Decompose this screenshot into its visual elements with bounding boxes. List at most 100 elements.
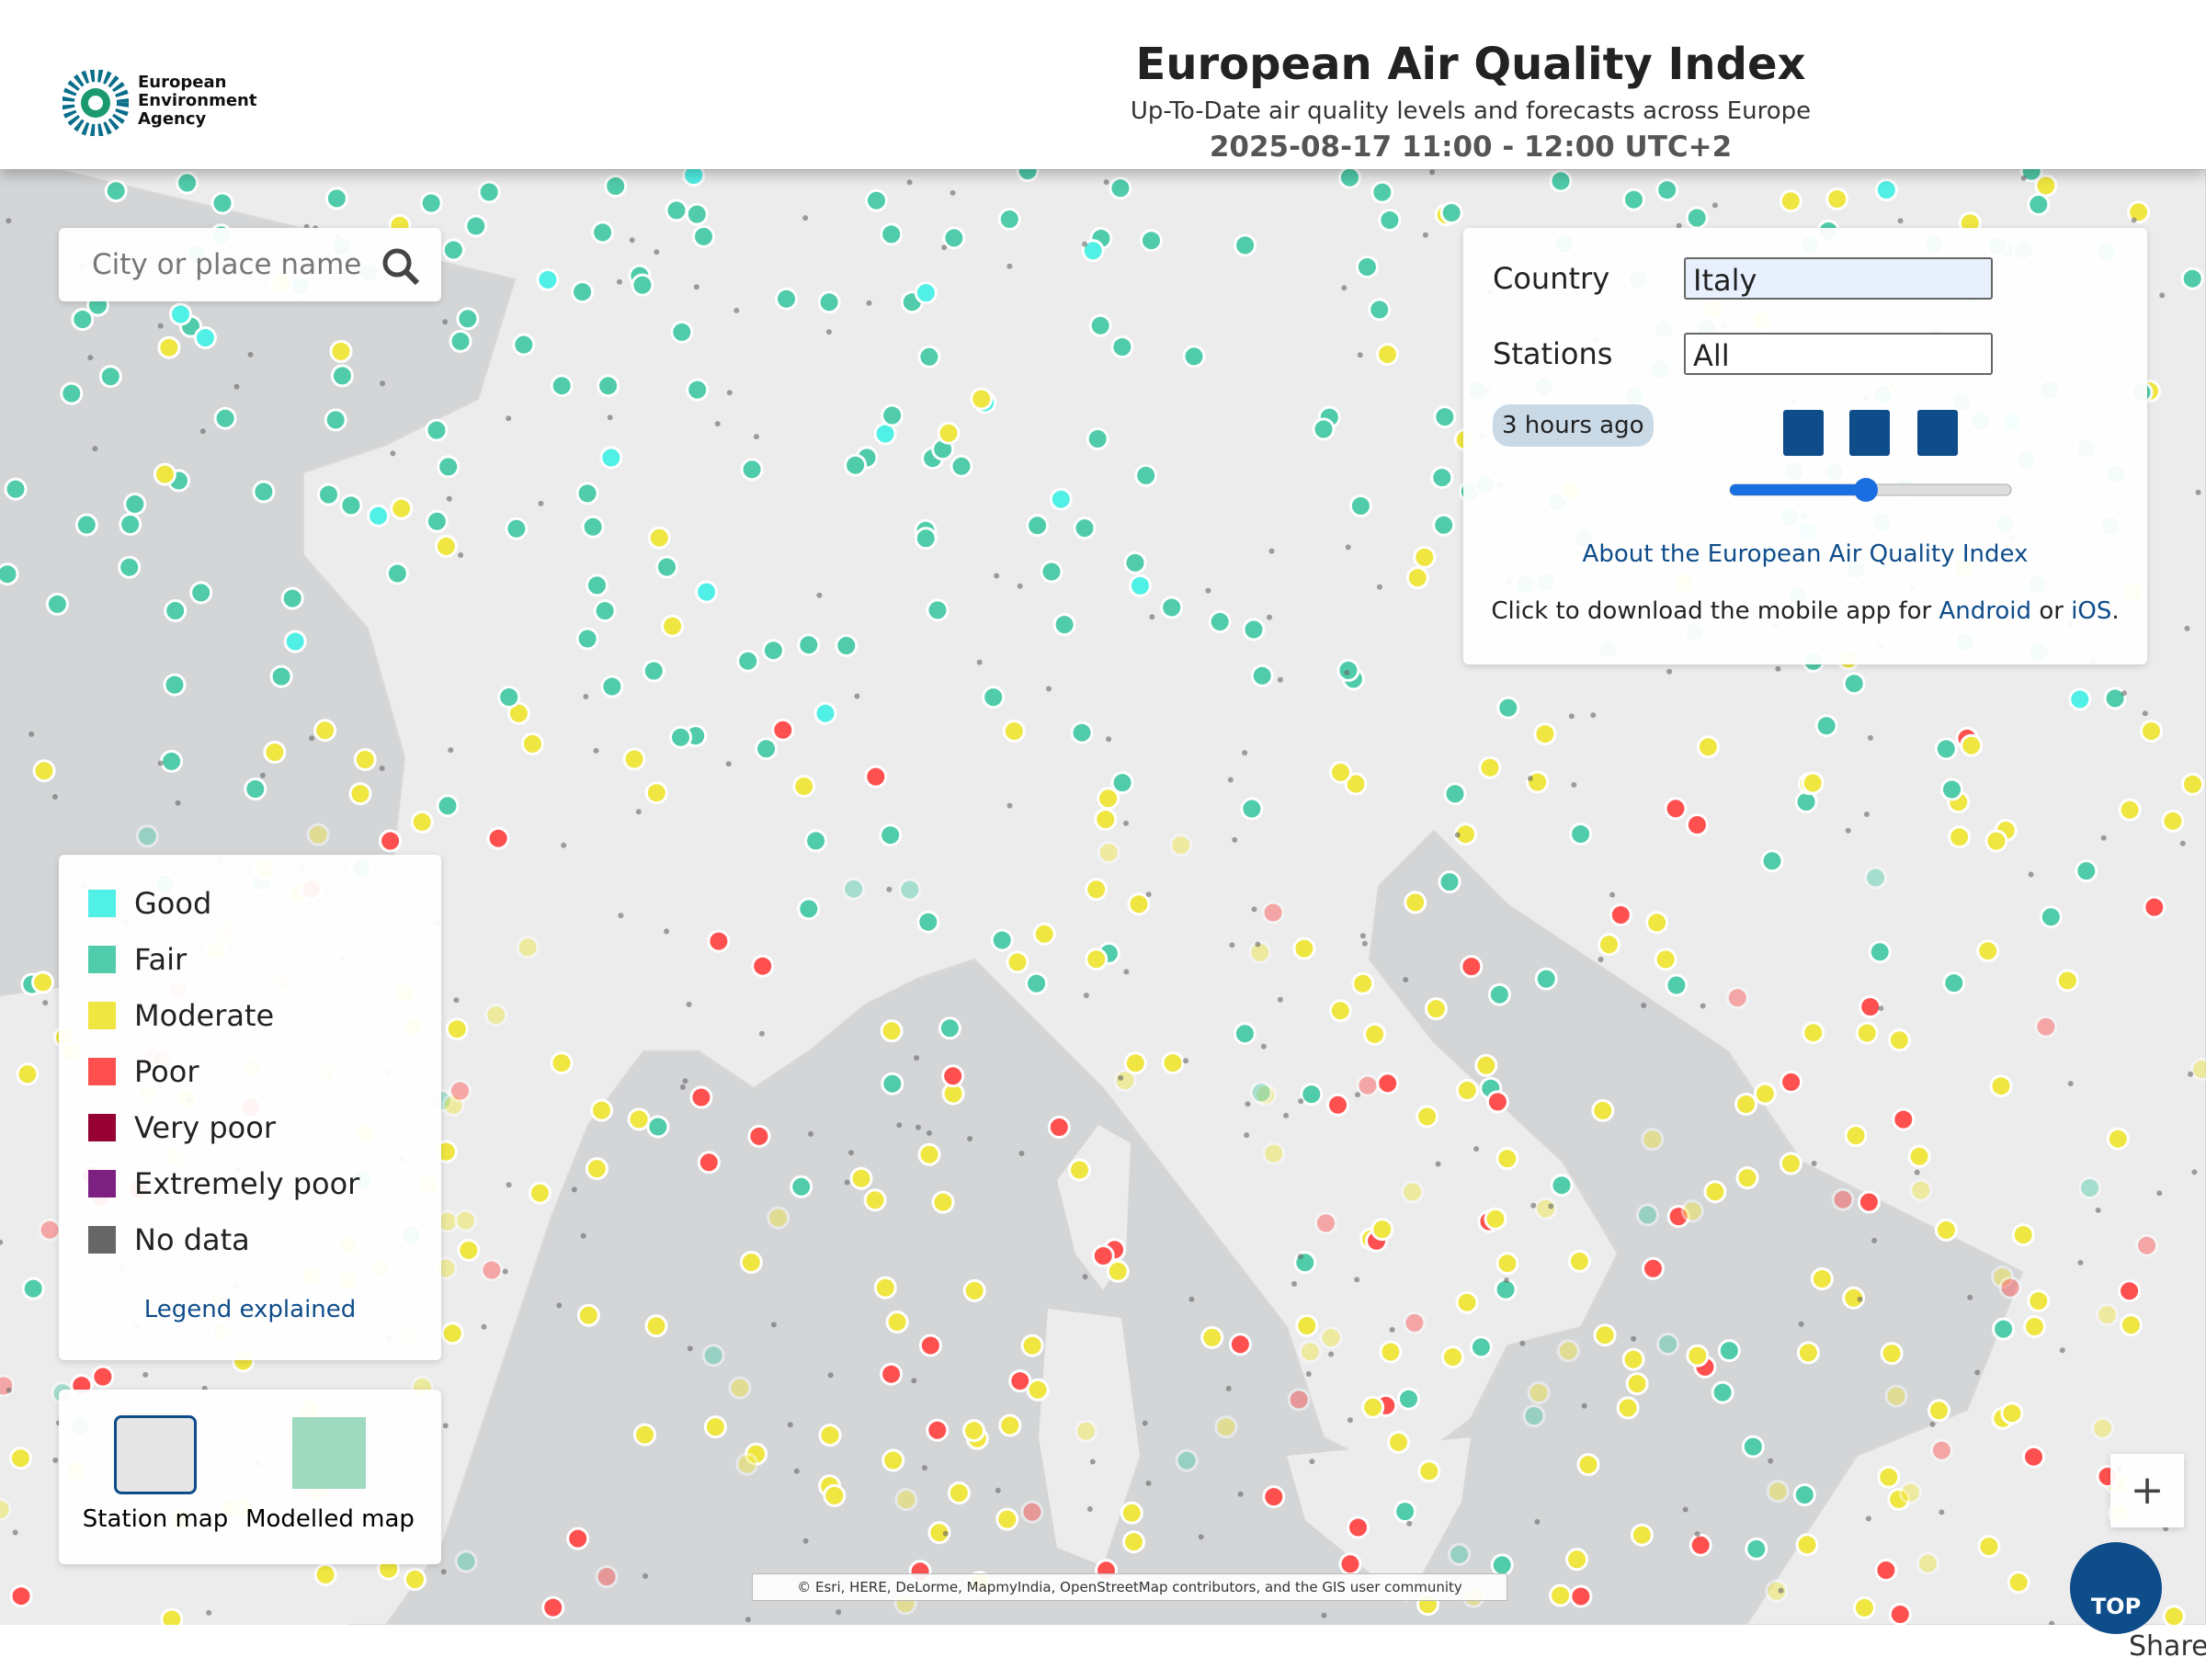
station-dot[interactable] xyxy=(1887,1487,1911,1511)
station-dot[interactable] xyxy=(1745,1537,1768,1561)
station-dot[interactable] xyxy=(771,718,795,742)
station-dot[interactable] xyxy=(1085,878,1109,902)
station-dot[interactable] xyxy=(104,179,128,203)
station-dot[interactable] xyxy=(1796,1341,1820,1365)
station-dot[interactable] xyxy=(2106,1127,2130,1151)
station-dot[interactable] xyxy=(1020,1500,1044,1524)
station-dot[interactable] xyxy=(1234,233,1257,257)
station-dot[interactable] xyxy=(1877,1465,1901,1489)
station-dot[interactable] xyxy=(2034,174,2058,198)
station-dot[interactable] xyxy=(437,455,461,479)
station-dot[interactable] xyxy=(2034,1015,2058,1039)
station-dot[interactable] xyxy=(1734,1093,1758,1116)
station-dot[interactable] xyxy=(1899,1481,1922,1504)
station-dot[interactable] xyxy=(1741,1435,1765,1459)
station-dot[interactable] xyxy=(1888,1603,1912,1625)
station-dot[interactable] xyxy=(1228,1333,1252,1356)
station-dot[interactable] xyxy=(269,664,293,688)
station-dot[interactable] xyxy=(441,238,465,262)
station-dot[interactable] xyxy=(751,954,775,978)
station-dot[interactable] xyxy=(390,496,414,520)
station-dot[interactable] xyxy=(1413,545,1437,569)
station-dot[interactable] xyxy=(1085,948,1109,971)
station-dot[interactable] xyxy=(1328,999,1352,1023)
station-dot[interactable] xyxy=(457,1238,481,1262)
station-dot[interactable] xyxy=(317,482,340,506)
station-dot[interactable] xyxy=(1344,772,1368,796)
station-dot[interactable] xyxy=(1376,343,1399,366)
station-dot[interactable] xyxy=(160,749,184,773)
station-dot[interactable] xyxy=(1314,1211,1337,1235)
station-dot[interactable] xyxy=(1977,1535,2001,1559)
station-dot[interactable] xyxy=(599,446,623,470)
station-dot[interactable] xyxy=(1753,1082,1777,1106)
share-button[interactable]: Share xyxy=(2129,1630,2206,1663)
station-dot[interactable] xyxy=(1831,1187,1855,1211)
station-dot[interactable] xyxy=(2140,720,2163,743)
station-dot[interactable] xyxy=(849,1166,873,1190)
station-dot[interactable] xyxy=(2078,1176,2102,1199)
station-dot[interactable] xyxy=(585,1157,608,1181)
station-dot[interactable] xyxy=(1336,658,1360,682)
forward-button[interactable] xyxy=(1917,410,1958,456)
station-dot[interactable] xyxy=(1927,1399,1950,1423)
station-dot[interactable] xyxy=(1368,298,1392,322)
station-dot[interactable] xyxy=(1685,813,1709,836)
station-dot[interactable] xyxy=(31,971,55,994)
station-dot[interactable] xyxy=(1484,1207,1507,1231)
station-dot[interactable] xyxy=(1485,1090,1509,1114)
station-dot[interactable] xyxy=(1379,1340,1403,1364)
station-dot[interactable] xyxy=(1240,797,1264,821)
station-dot[interactable] xyxy=(1008,1369,1032,1393)
station-dot[interactable] xyxy=(1569,823,1593,846)
station-dot[interactable] xyxy=(1549,1584,1573,1607)
station-dot[interactable] xyxy=(244,778,267,800)
station-dot[interactable] xyxy=(1948,825,1972,849)
station-dot[interactable] xyxy=(1455,1078,1479,1102)
station-dot[interactable] xyxy=(998,1413,1022,1437)
station-dot[interactable] xyxy=(581,515,605,539)
station-dot[interactable] xyxy=(1326,1093,1349,1117)
station-dot[interactable] xyxy=(1527,1381,1551,1404)
station-dot[interactable] xyxy=(1443,782,1467,806)
station-dot[interactable] xyxy=(1091,1244,1115,1267)
station-dot[interactable] xyxy=(324,408,347,432)
station-dot[interactable] xyxy=(1549,169,1573,193)
station-dot[interactable] xyxy=(1113,1069,1137,1093)
station-dot[interactable] xyxy=(1432,513,1456,537)
station-dot[interactable] xyxy=(2027,1289,2051,1312)
station-dot[interactable] xyxy=(506,701,530,725)
station-dot[interactable] xyxy=(622,747,646,771)
station-dot[interactable] xyxy=(2103,687,2127,710)
station-dot[interactable] xyxy=(917,345,941,369)
station-dot[interactable] xyxy=(1859,995,1882,1018)
station-dot[interactable] xyxy=(1642,1256,1665,1280)
station-dot[interactable] xyxy=(926,1418,949,1442)
station-dot[interactable] xyxy=(917,1142,941,1166)
station-dot[interactable] xyxy=(1622,187,1645,211)
station-dot[interactable] xyxy=(1361,1395,1385,1419)
station-dot[interactable] xyxy=(1842,1286,1866,1310)
about-link[interactable]: About the European Air Quality Index xyxy=(1582,540,2029,568)
station-dot[interactable] xyxy=(1416,1105,1439,1129)
station-dot[interactable] xyxy=(119,513,142,536)
station-dot[interactable] xyxy=(1565,1548,1589,1572)
station-dot[interactable] xyxy=(1567,1249,1591,1273)
station-dot[interactable] xyxy=(1363,1022,1387,1046)
station-dot[interactable] xyxy=(1992,1317,2016,1341)
station-dot[interactable] xyxy=(1984,829,2008,853)
station-dot[interactable] xyxy=(1047,1116,1071,1139)
station-dot[interactable] xyxy=(1765,1579,1789,1603)
station-dot[interactable] xyxy=(735,1452,759,1476)
station-dot[interactable] xyxy=(670,320,694,344)
station-dot[interactable] xyxy=(1393,1500,1417,1524)
station-dot[interactable] xyxy=(1814,714,1838,738)
station-dot[interactable] xyxy=(280,586,304,610)
station-dot[interactable] xyxy=(1609,903,1632,926)
station-dot[interactable] xyxy=(644,781,668,805)
modelled-map-label[interactable]: Modelled map xyxy=(245,1505,415,1533)
station-dot[interactable] xyxy=(1356,1073,1380,1097)
station-dot[interactable] xyxy=(1802,1021,1825,1045)
station-dot[interactable] xyxy=(2039,905,2063,929)
station-dot[interactable] xyxy=(477,180,501,204)
